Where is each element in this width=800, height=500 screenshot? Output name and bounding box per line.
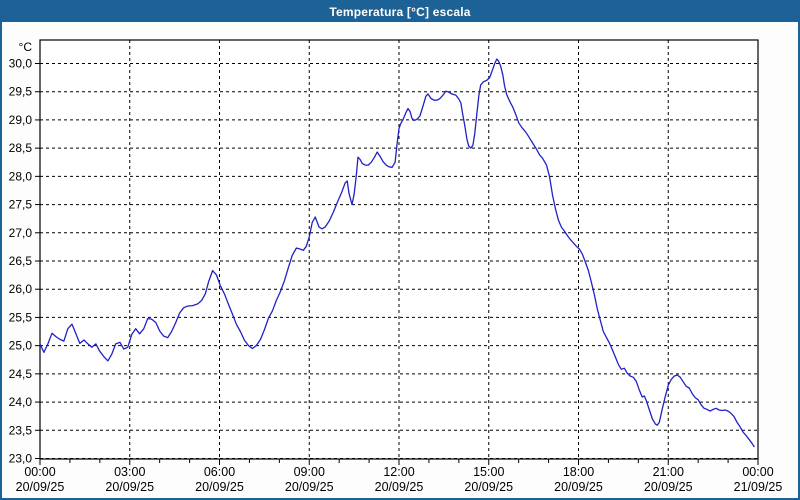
y-axis-tick-label: 28,5 bbox=[9, 141, 33, 155]
x-axis-date-label: 21/09/25 bbox=[734, 480, 783, 494]
x-axis-time-label: 03:00 bbox=[114, 465, 145, 479]
y-axis-unit-label: °C bbox=[19, 40, 33, 54]
x-axis-date-label: 20/09/25 bbox=[375, 480, 424, 494]
x-axis-date-label: 20/09/25 bbox=[554, 480, 603, 494]
x-axis-date-label: 20/09/25 bbox=[285, 480, 334, 494]
y-axis-tick-label: 26,5 bbox=[9, 254, 33, 268]
y-axis-tick-label: 27,0 bbox=[9, 226, 33, 240]
x-axis-time-label: 15:00 bbox=[473, 465, 504, 479]
x-axis-date-label: 20/09/25 bbox=[644, 480, 693, 494]
y-axis-tick-label: 24,5 bbox=[9, 367, 33, 381]
y-axis-tick-label: 29,0 bbox=[9, 113, 33, 127]
x-axis-time-label: 00:00 bbox=[742, 465, 773, 479]
y-axis-tick-label: 23,0 bbox=[9, 452, 33, 466]
y-axis-tick-label: 23,5 bbox=[9, 423, 33, 437]
x-axis-date-label: 20/09/25 bbox=[464, 480, 513, 494]
x-axis-time-label: 06:00 bbox=[204, 465, 235, 479]
y-axis-tick-label: 26,0 bbox=[9, 282, 33, 296]
chart-title: Temperatura [°C] escala bbox=[329, 5, 471, 19]
x-axis-time-label: 09:00 bbox=[294, 465, 325, 479]
y-axis-tick-label: 25,0 bbox=[9, 339, 33, 353]
temperature-line bbox=[39, 58, 755, 448]
y-axis-tick-label: 27,5 bbox=[9, 198, 33, 212]
plot-border bbox=[39, 39, 759, 460]
chart-area: 30,0 29,5 29,0 28,5 28,0 27,5 27,0 26,5 26,0 25,5… bbox=[2, 22, 798, 498]
y-axis-tick-label: 28,0 bbox=[9, 169, 33, 183]
x-axis-time-label: 18:00 bbox=[563, 465, 594, 479]
temperature-chart: 30,0 29,5 29,0 28,5 28,0 27,5 27,0 26,5 26,0 25,5… bbox=[9, 39, 783, 494]
y-axis-tick-label: 24,0 bbox=[9, 395, 33, 409]
y-axis-tick-label: 29,5 bbox=[9, 85, 33, 99]
y-axis-tick-label: 25,5 bbox=[9, 310, 33, 324]
x-axis-date-label: 20/09/25 bbox=[16, 480, 65, 494]
x-axis-date-label: 20/09/25 bbox=[195, 480, 244, 494]
x-axis-date-label: 20/09/25 bbox=[105, 480, 154, 494]
title-bar: Temperatura [°C] escala bbox=[2, 2, 798, 22]
x-axis-time-label: 21:00 bbox=[653, 465, 684, 479]
x-axis-time-label: 12:00 bbox=[383, 465, 414, 479]
x-axis-time-label: 00:00 bbox=[24, 465, 55, 479]
y-axis-tick-label: 30,0 bbox=[9, 57, 33, 71]
